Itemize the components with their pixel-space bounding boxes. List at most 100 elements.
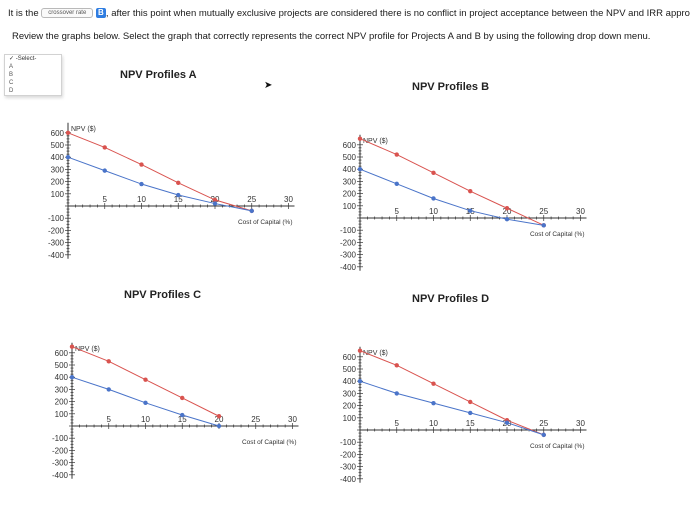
data-point-blue (216, 423, 222, 429)
y-tick-label: -200 (52, 446, 69, 455)
y-tick-label: -400 (48, 251, 65, 260)
graph-select-dropdown[interactable]: ✓ -Select- A B C D (4, 54, 62, 96)
y-axis-label: NPV ($) (75, 346, 100, 353)
x-tick-label: 30 (576, 419, 585, 428)
series-line-red (67, 132, 252, 212)
data-point-red (139, 162, 144, 167)
y-tick-label: 300 (343, 389, 357, 398)
series-line-blue (67, 156, 252, 212)
data-point-red (176, 180, 181, 186)
data-point-blue (357, 379, 363, 384)
question-text-before: It is the (8, 8, 39, 19)
y-tick-label: -300 (52, 459, 69, 468)
x-tick-label: 15 (466, 419, 475, 428)
y-tick-label: -200 (340, 238, 357, 247)
data-point-blue (541, 223, 546, 228)
mouse-cursor-icon: ➤ (264, 80, 273, 91)
npv-chart-a: NPV Profiles A NPV ($) 600 500 400 300 200 100 -… (20, 68, 310, 278)
x-tick-label: 5 (395, 207, 400, 216)
crossover-select[interactable]: crossover rate (41, 8, 94, 19)
dropdown-option-d[interactable]: D (9, 88, 14, 94)
data-point-red (65, 130, 71, 135)
y-tick-label: -400 (340, 475, 357, 484)
dropdown-option-a[interactable]: A (9, 64, 14, 70)
chart-svg: NPV Profiles B NPV ($) 600 500 400 300 200 100 -… (340, 81, 587, 272)
data-point-red (504, 206, 510, 211)
question-text-after: , after this point when mutually exclusi… (105, 8, 690, 19)
data-point-red (216, 414, 222, 419)
x-tick-label: 10 (141, 415, 150, 424)
data-point-blue (180, 412, 185, 418)
npv-chart-c: NPV Profiles C NPV ($) 600 500 400 300 200 100 -… (24, 288, 314, 498)
data-point-blue (468, 410, 473, 416)
data-point-red (431, 170, 436, 176)
x-tick-label: 10 (429, 419, 438, 428)
y-tick-label: 300 (51, 165, 65, 174)
data-point-red (106, 359, 111, 364)
x-tick-label: 5 (395, 419, 400, 428)
chart-svg: NPV Profiles C NPV ($) 600 500 400 300 200 100 -… (52, 289, 299, 480)
y-tick-label: -300 (340, 251, 357, 260)
x-tick-label: 10 (429, 207, 438, 216)
chart-title: NPV Profiles A (120, 69, 197, 81)
y-tick-label: -200 (340, 450, 357, 459)
y-axis-label: NPV ($) (363, 350, 388, 357)
y-tick-label: -100 (52, 434, 69, 443)
dropdown-selected-option[interactable]: ✓ -Select- (9, 56, 37, 62)
data-point-red (468, 399, 473, 405)
data-point-red (431, 381, 436, 386)
answer-marker-icon: B (95, 8, 106, 19)
chart-svg: NPV Profiles D NPV ($) 600 500 400 300 200 100 -… (340, 293, 587, 484)
y-tick-label: 100 (51, 190, 65, 199)
y-tick-label: 400 (343, 377, 357, 386)
data-point-blue (65, 155, 71, 160)
y-tick-label: 400 (51, 153, 65, 162)
series-line-blue (359, 380, 544, 436)
y-tick-label: 200 (343, 402, 357, 411)
data-point-blue (504, 217, 510, 222)
x-tick-label: 30 (576, 207, 585, 216)
instructions-text: Review the graphs below. Select the grap… (12, 31, 651, 42)
y-tick-label: 400 (55, 373, 69, 382)
data-point-blue (504, 420, 510, 425)
x-axis-label: Cost of Capital (%) (242, 439, 297, 446)
x-tick-label: 25 (251, 415, 260, 424)
y-axis-label: NPV ($) (363, 138, 388, 145)
npv-chart-b: NPV Profiles B NPV ($) 600 500 400 300 200 100 -… (312, 80, 602, 290)
y-tick-label: -300 (48, 239, 65, 248)
y-tick-label: 600 (55, 349, 69, 358)
data-point-blue (176, 192, 181, 198)
data-point-blue (357, 167, 363, 172)
data-point-blue (212, 201, 218, 206)
x-tick-label: 25 (247, 195, 256, 204)
data-point-blue (431, 400, 436, 406)
dropdown-option-c[interactable]: C (9, 80, 14, 86)
data-point-blue (139, 181, 144, 187)
chart-svg: NPV Profiles A NPV ($) 600 500 400 300 200 100 -… (48, 69, 295, 260)
y-tick-label: 500 (343, 153, 357, 162)
data-point-red (102, 145, 107, 150)
y-tick-label: 100 (343, 414, 357, 423)
y-tick-label: 300 (55, 385, 69, 394)
data-point-blue (249, 208, 254, 214)
series-line-blue (359, 168, 544, 226)
x-tick-label: 15 (178, 415, 187, 424)
dropdown-option-b[interactable]: B (9, 72, 14, 78)
data-point-blue (394, 391, 399, 396)
y-tick-label: 600 (51, 129, 65, 138)
x-tick-label: 30 (288, 415, 297, 424)
y-tick-label: -100 (48, 214, 65, 223)
y-tick-label: -200 (48, 226, 65, 235)
npv-chart-d: NPV Profiles D NPV ($) 600 500 400 300 200 100 -… (312, 292, 602, 502)
data-point-red (143, 377, 148, 382)
data-point-red (357, 348, 363, 353)
data-point-red (394, 363, 399, 368)
chart-title: NPV Profiles D (412, 293, 489, 305)
y-axis-label: NPV ($) (71, 126, 96, 133)
data-point-blue (541, 432, 546, 438)
x-tick-label: 25 (539, 419, 548, 428)
y-tick-label: 200 (51, 178, 65, 187)
x-tick-label: 10 (137, 195, 146, 204)
question-line: It is the crossover rate B, after this p… (8, 8, 690, 19)
y-tick-label: 600 (343, 141, 357, 150)
